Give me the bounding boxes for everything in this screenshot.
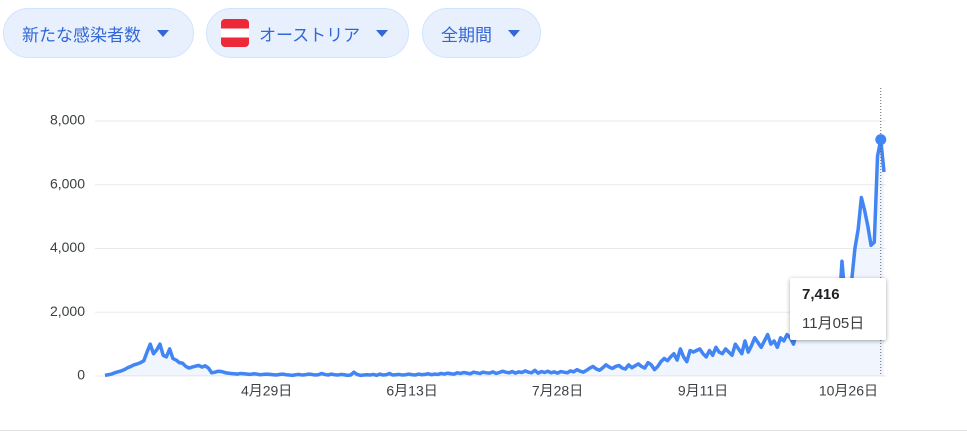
flag bbox=[221, 19, 249, 47]
x-tick-label: 4月29日 bbox=[241, 383, 292, 399]
caret bbox=[508, 29, 520, 37]
metric-label: 新たな感染者数 bbox=[22, 25, 141, 45]
y-tick-label: 8,000 bbox=[50, 112, 85, 128]
divider bbox=[0, 430, 967, 431]
country-dropdown[interactable]: オーストリア bbox=[206, 8, 409, 58]
hover-point bbox=[875, 134, 887, 146]
y-tick-label: 0 bbox=[77, 367, 85, 383]
tooltip-value: 7,416 bbox=[802, 286, 840, 303]
tooltip-date: 11月05日 bbox=[802, 315, 865, 332]
x-tick-label: 10月26日 bbox=[819, 383, 878, 399]
period-label: 全期間 bbox=[441, 25, 492, 45]
area bbox=[105, 139, 884, 376]
metric-dropdown[interactable]: 新たな感染者数 bbox=[3, 8, 194, 58]
line bbox=[104, 137, 886, 378]
y-tick-label: 6,000 bbox=[50, 175, 85, 191]
caret bbox=[157, 29, 169, 37]
y-tick-label: 2,000 bbox=[50, 303, 85, 319]
period-dropdown[interactable]: 全期間 bbox=[422, 8, 541, 58]
tooltip: 7,416 11月05日 bbox=[790, 278, 886, 340]
caret bbox=[376, 29, 389, 37]
x-tick-label: 6月13日 bbox=[386, 383, 437, 399]
country-label: オーストリア bbox=[259, 25, 361, 45]
y-tick-label: 4,000 bbox=[50, 239, 85, 255]
x-tick-label: 9月11日 bbox=[678, 383, 728, 399]
x-tick-label: 7月28日 bbox=[532, 383, 583, 399]
